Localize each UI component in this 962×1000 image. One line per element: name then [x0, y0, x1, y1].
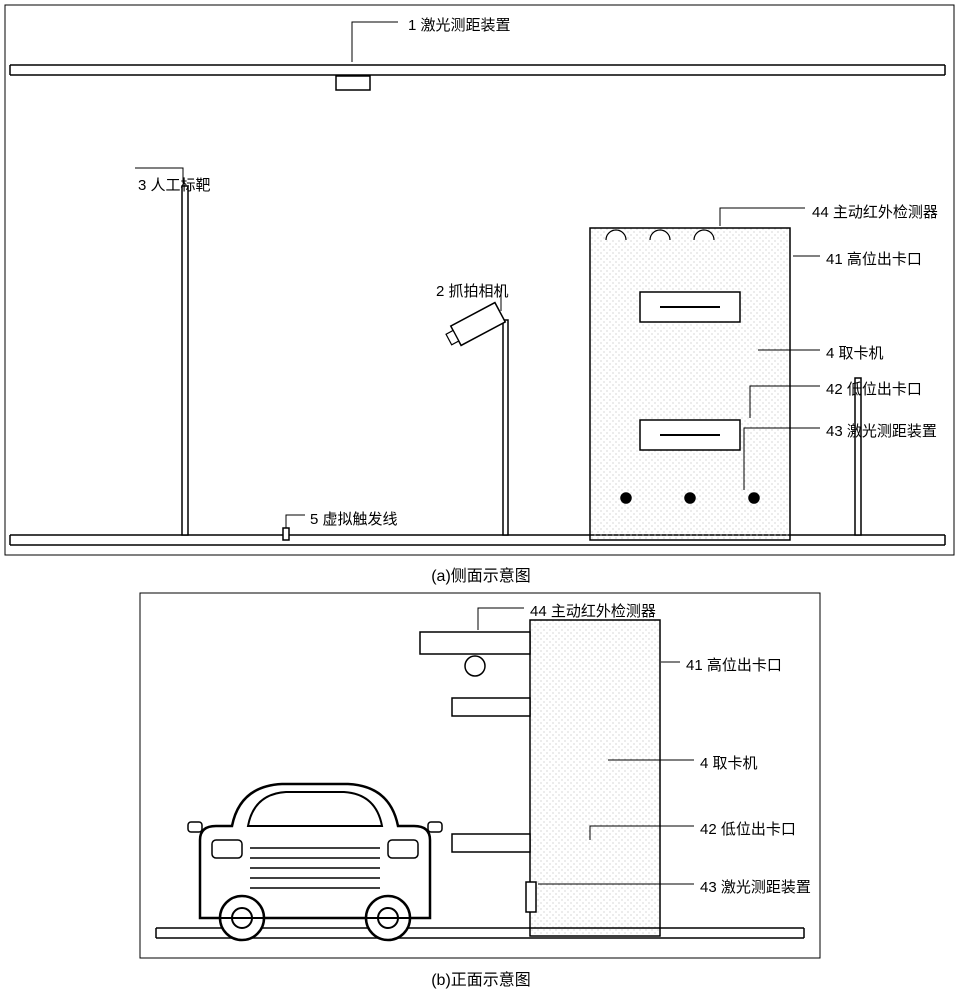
- label-44b: 44 主动红外检测器: [530, 600, 656, 621]
- diagram-b-svg: [0, 590, 962, 1000]
- leader-l1: [352, 22, 398, 62]
- label-4a: 4 取卡机: [826, 342, 884, 363]
- label-43a: 43 激光测距装置: [826, 420, 937, 441]
- laser-dot-icon: [621, 493, 631, 503]
- virtual-trigger-icon: [283, 528, 289, 540]
- label-41a: 41 高位出卡口: [826, 248, 922, 269]
- label-42a: 42 低位出卡口: [826, 378, 922, 399]
- high-arm-icon: [452, 698, 530, 716]
- ir-circle-icon: [465, 656, 485, 676]
- label-5: 5 虚拟触发线: [310, 508, 398, 529]
- leader-l44: [478, 608, 524, 630]
- laser-side-icon: [526, 882, 536, 912]
- leader-l5: [286, 515, 305, 528]
- laser-device-icon: [336, 76, 370, 90]
- laser-dot-icon: [749, 493, 759, 503]
- low-arm-icon: [452, 834, 530, 852]
- right-post: [855, 378, 861, 535]
- camera-pole: [503, 320, 508, 535]
- target-pole-icon: [182, 186, 188, 535]
- camera-icon: [451, 303, 505, 346]
- label-43b: 43 激光测距装置: [700, 876, 811, 897]
- card-machine-b: [530, 620, 660, 936]
- caption-a: (a)侧面示意图: [0, 562, 962, 586]
- caption-b: (b)正面示意图: [0, 966, 962, 990]
- ir-arm-icon: [420, 632, 530, 654]
- label-1: 1 激光测距装置: [408, 14, 511, 35]
- label-41b: 41 高位出卡口: [686, 654, 782, 675]
- label-3: 3 人工标靶: [138, 174, 211, 195]
- label-44a: 44 主动红外检测器: [812, 201, 938, 222]
- label-4b: 4 取卡机: [700, 752, 758, 773]
- laser-dot-icon: [685, 493, 695, 503]
- label-2: 2 抓拍相机: [436, 280, 509, 301]
- leader-l44: [720, 208, 805, 226]
- label-42b: 42 低位出卡口: [700, 818, 796, 839]
